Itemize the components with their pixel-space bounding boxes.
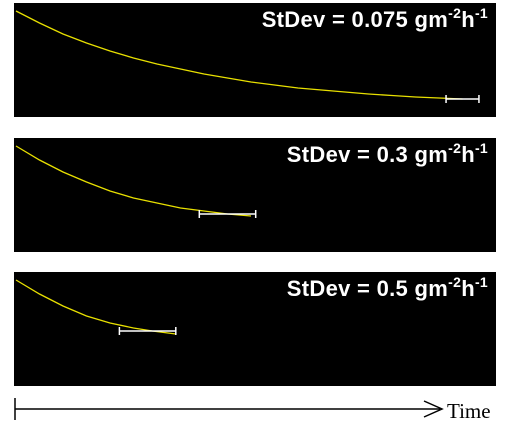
error-bar xyxy=(198,210,257,218)
stdev-label: StDev = 0.5 gm-2h-1 xyxy=(286,274,488,302)
chart-plot-1 xyxy=(15,10,480,103)
arrow-head-icon xyxy=(423,400,444,418)
stdev-label: StDev = 0.3 gm-2h-1 xyxy=(286,140,488,168)
unit-sup-1: -2 xyxy=(448,274,462,290)
unit-sup-2: -1 xyxy=(474,274,488,290)
unit-sup-2: -1 xyxy=(474,5,488,21)
unit-sup-1: -2 xyxy=(448,140,462,156)
stdev-text: StDev = 0.5 g xyxy=(286,276,429,301)
stdev-text: StDev = 0.075 g xyxy=(261,7,429,32)
unit-m: m xyxy=(428,7,449,32)
series-line xyxy=(15,279,176,335)
unit-sup-2: -1 xyxy=(474,140,488,156)
time-axis xyxy=(14,398,444,420)
unit-sup-1: -2 xyxy=(448,5,462,21)
stdev-label: StDev = 0.075 gm-2h-1 xyxy=(261,5,488,33)
chart-panel-1: StDev = 0.075 gm-2h-1 xyxy=(14,3,496,117)
unit-h: h xyxy=(461,276,475,301)
series-line xyxy=(15,10,463,100)
series-line xyxy=(15,145,252,217)
chart-plot-2 xyxy=(15,145,257,218)
unit-m: m xyxy=(428,276,449,301)
time-label: Time xyxy=(447,399,491,423)
error-bar xyxy=(118,327,177,335)
chart-panel-2: StDev = 0.3 gm-2h-1 xyxy=(14,138,496,252)
chart-plot-3 xyxy=(15,279,177,335)
unit-m: m xyxy=(428,142,449,167)
unit-h: h xyxy=(461,142,475,167)
error-bar xyxy=(445,95,480,103)
chart-panel-3: StDev = 0.5 gm-2h-1 xyxy=(14,272,496,386)
stdev-text: StDev = 0.3 g xyxy=(286,142,429,167)
unit-h: h xyxy=(461,7,475,32)
